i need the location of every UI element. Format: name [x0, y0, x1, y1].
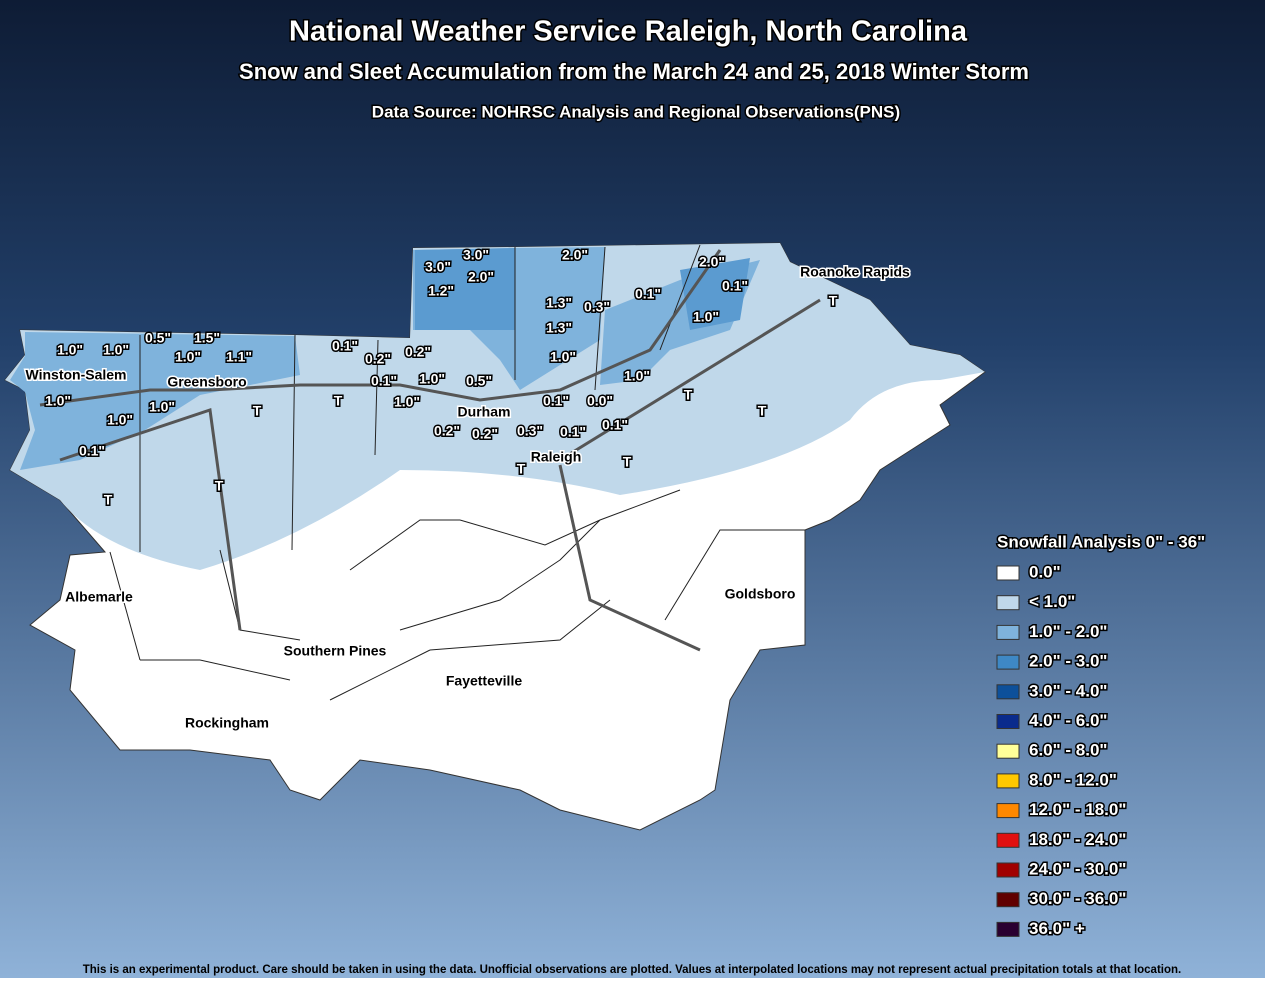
region-1-2in	[10, 247, 760, 470]
legend-title: Snowfall Analysis 0" - 36"	[997, 532, 1205, 551]
observation: 1.0"	[57, 342, 83, 358]
legend-swatch	[996, 892, 1020, 908]
subtitle: Snow and Sleet Accumulation from the Mar…	[239, 59, 1029, 84]
observation: 0.1"	[560, 424, 586, 440]
observation: 0.3"	[584, 299, 610, 315]
observation: 1.0"	[693, 309, 719, 325]
legend-label: 18.0" - 24.0"	[1029, 830, 1126, 849]
legend-swatch	[996, 773, 1020, 789]
legend-swatch	[996, 684, 1020, 700]
legend-label: 8.0" - 12.0"	[1029, 770, 1117, 789]
observation: 1.2"	[428, 283, 454, 299]
legend-swatch	[996, 832, 1020, 848]
legend-label: 0.0"	[1029, 562, 1061, 581]
observation: 0.5"	[466, 373, 492, 389]
observation: 1.0"	[175, 349, 201, 365]
observation: 2.0"	[468, 269, 494, 285]
legend-swatch	[996, 921, 1020, 937]
observation: T	[684, 387, 693, 403]
legend-label: 6.0" - 8.0"	[1029, 741, 1108, 760]
legend-label: 3.0" - 4.0"	[1029, 681, 1108, 700]
observation: 1.0"	[394, 394, 420, 410]
legend-label: 2.0" - 3.0"	[1029, 652, 1108, 671]
city-label: Goldsboro	[725, 586, 796, 602]
city-label: Roanoke Rapids	[800, 264, 910, 280]
legend-swatch	[996, 595, 1020, 611]
observation: 2.0"	[562, 247, 588, 263]
observation: 0.1"	[543, 393, 569, 409]
legend-label: 24.0" - 30.0"	[1029, 859, 1126, 878]
observation: 0.1"	[635, 286, 661, 302]
observation: 1.0"	[624, 368, 650, 384]
city-label: Fayetteville	[446, 673, 522, 689]
observation: 1.0"	[45, 393, 71, 409]
observation: 0.0"	[587, 393, 613, 409]
observation: T	[253, 403, 262, 419]
observation: 0.3"	[517, 423, 543, 439]
observation: 1.0"	[419, 371, 445, 387]
observation: 1.1"	[226, 349, 252, 365]
legend-label: 30.0" - 36.0"	[1029, 889, 1126, 908]
legend-label: 1.0" - 2.0"	[1029, 622, 1108, 641]
highways	[39, 249, 821, 652]
observation: T	[104, 492, 113, 508]
legend-label: 4.0" - 6.0"	[1029, 711, 1108, 730]
legend-swatch	[996, 743, 1020, 759]
observation: 1.5"	[194, 330, 220, 346]
legend-swatch	[996, 624, 1020, 640]
observation: 0.1"	[722, 278, 748, 294]
observation: 3.0"	[425, 259, 451, 275]
legend-swatch	[996, 803, 1020, 819]
observation: 1.0"	[103, 342, 129, 358]
legend-label: < 1.0"	[1029, 592, 1075, 611]
title: National Weather Service Raleigh, North …	[289, 16, 968, 48]
observation: 0.1"	[602, 417, 628, 433]
city-label: Raleigh	[531, 449, 582, 465]
observation: 1.3"	[546, 320, 572, 336]
legend-swatch	[996, 862, 1020, 878]
legend-swatch	[996, 565, 1020, 581]
source: Data Source: NOHRSC Analysis and Regiona…	[372, 102, 900, 121]
observation: 2.0"	[699, 254, 725, 270]
observation: 3.0"	[463, 247, 489, 263]
city-label: Southern Pines	[284, 643, 387, 659]
legend-swatch	[996, 654, 1020, 670]
city-label: Winston-Salem	[26, 367, 127, 383]
city-label: Albemarle	[65, 589, 133, 605]
observation: T	[215, 478, 224, 494]
observation: 0.2"	[434, 423, 460, 439]
observation: 0.1"	[79, 443, 105, 459]
legend-label: 12.0" - 18.0"	[1029, 800, 1126, 819]
observation: T	[623, 454, 632, 470]
legend-label: 36.0" +	[1029, 919, 1085, 938]
observation: T	[758, 403, 767, 419]
observation: T	[829, 293, 838, 309]
county-lines	[109, 244, 805, 701]
region-2-3in	[415, 248, 750, 330]
observation: T	[334, 393, 343, 409]
footer: This is an experimental product. Care sh…	[83, 964, 1181, 976]
observation: 0.1"	[332, 338, 358, 354]
observation: 0.2"	[472, 426, 498, 442]
observation: 1.0"	[550, 349, 576, 365]
observation: T	[517, 461, 526, 477]
observation: 0.1"	[371, 373, 397, 389]
observation: 0.2"	[365, 351, 391, 367]
region-under-1in	[5, 243, 985, 570]
observation: 0.5"	[145, 330, 171, 346]
city-label: Durham	[458, 404, 511, 420]
observation: 1.3"	[546, 295, 572, 311]
observation: 0.2"	[405, 344, 431, 360]
legend-swatch	[996, 714, 1020, 729]
observation: 1.0"	[107, 412, 133, 428]
city-label: Rockingham	[185, 715, 269, 731]
city-label: Greensboro	[167, 374, 246, 390]
observation: 1.0"	[149, 399, 175, 415]
